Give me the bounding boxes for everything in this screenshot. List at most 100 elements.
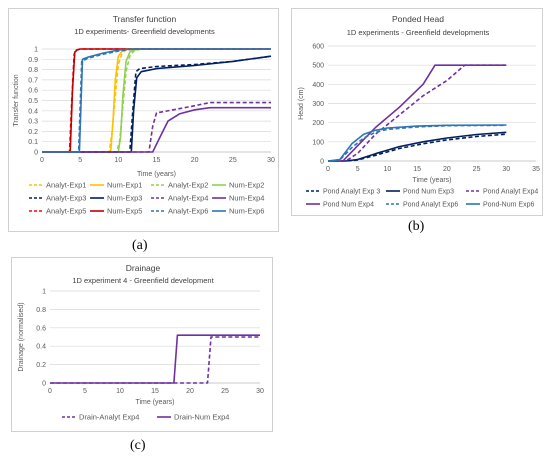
x-tick-label: 5 <box>356 166 360 173</box>
x-tick-label: 15 <box>151 388 159 395</box>
legend-label: Num-Exp3 <box>107 194 142 203</box>
legend-label: Num-Exp4 <box>229 194 264 203</box>
legend-label: Num-Exp1 <box>107 181 142 190</box>
ponded-head-chart: Ponded Head 1D experiments - Greenfield d… <box>298 14 540 209</box>
x-tick-label: 30 <box>502 166 510 173</box>
y-tick-label: 1 <box>42 289 46 296</box>
legend-label: Analyt-Exp4 <box>168 194 208 203</box>
x-tick-label: 20 <box>443 166 451 173</box>
legend-label: Analyt-Exp5 <box>46 207 86 216</box>
chart-panel-drainage: Drainage 1D experiment 4 - Greenfield dev… <box>11 257 273 432</box>
y-tick-label: 0 <box>320 159 324 166</box>
y-tick-label: 0.6 <box>36 325 46 332</box>
series-line-analyt-exp4 <box>42 101 271 153</box>
y-tick-label: 0.4 <box>36 344 46 351</box>
series-line-num-exp4 <box>42 106 271 153</box>
x-tick-label: 15 <box>153 157 161 164</box>
x-axis-label: Time (years) <box>137 171 176 178</box>
legend-label: Analyt-Exp2 <box>168 181 208 190</box>
x-tick-label: 20 <box>186 388 194 395</box>
legend-label: Pond Num Exp3 <box>403 189 454 196</box>
chart-subtitle: 1D experiments - Greenfield developments <box>347 28 490 37</box>
y-tick-label: 0 <box>34 150 38 157</box>
x-tick-label: 10 <box>114 157 122 164</box>
series-line-num-exp6 <box>42 48 271 153</box>
drainage-chart: Drainage 1D experiment 4 - Greenfield dev… <box>18 263 264 422</box>
chart-panel-ponded-head: Ponded Head 1D experiments - Greenfield d… <box>291 8 543 216</box>
series-line-pond-analyt-exp-3 <box>328 133 507 162</box>
y-tick-label: 400 <box>312 82 324 89</box>
transfer-function-chart: Transfer function 1D experiments- Greenfi… <box>13 14 275 216</box>
legend-label: Num-Exp2 <box>229 181 264 190</box>
legend-label: Drain-Analyt Exp4 <box>79 413 139 422</box>
x-tick-label: 0 <box>40 157 44 164</box>
legend-label: Pond Num Exp4 <box>323 202 374 209</box>
legend-label: Analyt-Exp3 <box>46 194 86 203</box>
legend-label: Pond Analyt Exp6 <box>403 202 458 209</box>
legend-label: Drain-Num Exp4 <box>174 413 229 422</box>
y-tick-label: 0.6 <box>28 88 38 95</box>
chart-subtitle: 1D experiment 4 - Greenfield development <box>72 276 214 285</box>
caption-a: (a) <box>132 238 148 253</box>
y-tick-label: 0.2 <box>28 129 38 136</box>
y-axis-label: Transfer function <box>13 74 20 126</box>
x-tick-label: 25 <box>229 157 237 164</box>
y-tick-label: 0.2 <box>36 362 46 369</box>
y-tick-label: 0.3 <box>28 119 38 126</box>
x-axis-label: Time (years) <box>135 399 174 406</box>
legend-label: Num-Exp5 <box>107 207 142 216</box>
x-tick-label: 5 <box>83 388 87 395</box>
series-line-drain-analyt-exp4 <box>50 336 260 384</box>
x-tick-label: 35 <box>532 166 540 173</box>
series-line-num-exp3 <box>42 55 272 153</box>
chart-title: Drainage <box>126 263 161 273</box>
legend-label: Num-Exp6 <box>229 207 264 216</box>
y-tick-label: 0.9 <box>28 57 38 64</box>
y-tick-label: 300 <box>312 101 324 108</box>
caption-b: (b) <box>408 219 425 234</box>
x-tick-label: 5 <box>78 157 82 164</box>
x-tick-label: 30 <box>267 157 275 164</box>
y-tick-label: 0.8 <box>36 307 46 314</box>
y-tick-label: 0.1 <box>28 139 38 146</box>
y-tick-label: 600 <box>312 44 324 51</box>
legend-label: Analyt-Exp1 <box>46 181 86 190</box>
x-tick-label: 25 <box>473 166 481 173</box>
x-tick-label: 10 <box>116 388 124 395</box>
y-tick-label: 0.4 <box>28 108 38 115</box>
series-line-drain-num-exp4 <box>50 334 260 384</box>
chart-subtitle: 1D experiments- Greenfield developments <box>74 27 215 36</box>
chart-title: Ponded Head <box>392 14 444 24</box>
y-tick-label: 0.7 <box>28 77 38 84</box>
series-line-pond-num-exp6 <box>327 124 507 162</box>
y-tick-label: 100 <box>312 139 324 146</box>
x-tick-label: 0 <box>48 388 52 395</box>
y-tick-label: 0.5 <box>28 98 38 105</box>
y-tick-label: 1 <box>34 47 38 54</box>
y-axis-label: Head (cm) <box>298 87 305 120</box>
legend-label: Analyt-Exp6 <box>168 207 208 216</box>
caption-c: (c) <box>130 438 146 453</box>
x-axis-label: Time (years) <box>412 177 451 184</box>
y-tick-label: 0.8 <box>28 67 38 74</box>
chart-panel-transfer-function: Transfer function 1D experiments- Greenfi… <box>8 8 279 232</box>
series-line-pond-analyt-exp4 <box>328 64 507 162</box>
x-tick-label: 30 <box>256 388 264 395</box>
legend-label: Pond Analyt Exp 3 <box>323 189 380 196</box>
x-tick-label: 10 <box>384 166 392 173</box>
y-tick-label: 200 <box>312 120 324 127</box>
y-tick-label: 0 <box>42 381 46 388</box>
y-axis-label: Drainage (normalised) <box>18 302 25 371</box>
legend-label: Pond Analyt Exp4 <box>483 189 538 196</box>
series-line-pond-num-exp3 <box>328 131 507 162</box>
series-line-pond-num-exp4 <box>328 64 507 162</box>
series-line-analyt-exp3 <box>42 55 272 153</box>
x-tick-label: 0 <box>326 166 330 173</box>
x-tick-label: 15 <box>413 166 421 173</box>
x-tick-label: 25 <box>221 388 229 395</box>
y-tick-label: 500 <box>312 63 324 70</box>
chart-title: Transfer function <box>113 14 177 24</box>
legend-label: Pond-Num Exp6 <box>483 202 534 209</box>
x-tick-label: 20 <box>191 157 199 164</box>
series-line-num-exp5 <box>42 48 271 153</box>
